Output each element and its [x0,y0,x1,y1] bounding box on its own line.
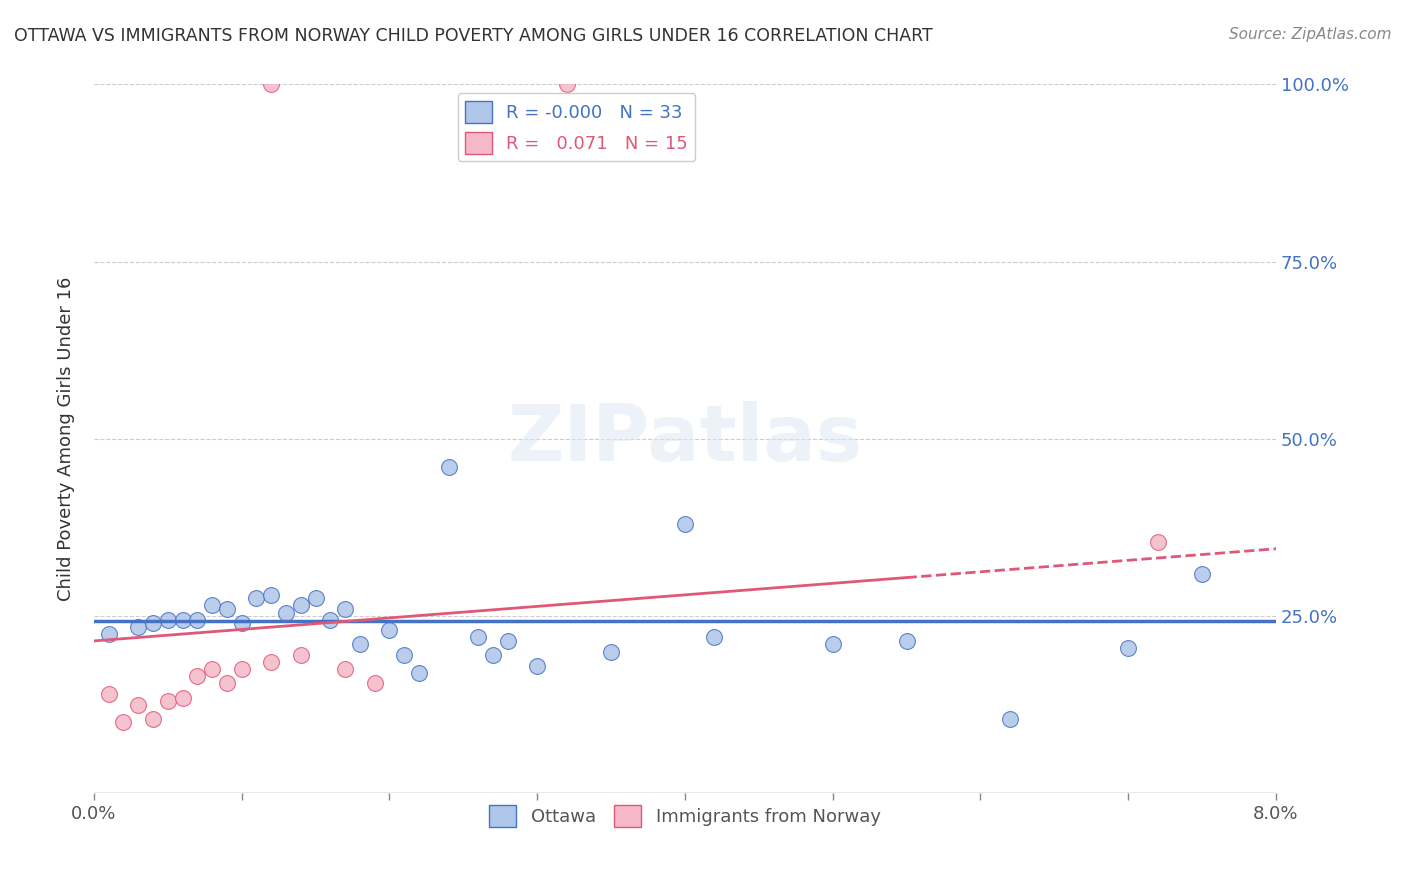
Point [333,662,356,676]
Point [290,648,312,662]
Point [186,669,208,683]
Text: ZIPatlas: ZIPatlas [508,401,862,477]
Point [333,602,356,616]
Point [363,676,385,690]
Point [156,613,179,627]
Point [673,516,696,531]
Point [349,638,371,652]
Y-axis label: Child Poverty Among Girls Under 16: Child Poverty Among Girls Under 16 [58,277,75,601]
Point [215,602,238,616]
Point [304,591,326,606]
Point [245,591,267,606]
Point [437,460,460,475]
Point [821,638,844,652]
Point [408,665,430,680]
Point [112,715,135,730]
Legend: Ottawa, Immigrants from Norway: Ottawa, Immigrants from Norway [482,797,887,834]
Point [97,687,120,701]
Point [142,712,165,726]
Point [555,78,578,92]
Point [172,690,194,705]
Point [260,78,283,92]
Point [274,606,297,620]
Point [703,631,725,645]
Point [496,634,519,648]
Point [260,655,283,669]
Point [97,627,120,641]
Point [127,620,149,634]
Point [156,694,179,708]
Point [290,599,312,613]
Point [201,662,224,676]
Point [600,644,623,658]
Point [231,662,253,676]
Point [260,588,283,602]
Point [392,648,415,662]
Text: OTTAWA VS IMMIGRANTS FROM NORWAY CHILD POVERTY AMONG GIRLS UNDER 16 CORRELATION : OTTAWA VS IMMIGRANTS FROM NORWAY CHILD P… [14,27,932,45]
Point [1116,640,1139,655]
Point [231,616,253,631]
Point [482,648,505,662]
Point [201,599,224,613]
Point [896,634,918,648]
Point [215,676,238,690]
Point [467,631,489,645]
Point [319,613,342,627]
Point [142,616,165,631]
Point [526,658,548,673]
Text: Source: ZipAtlas.com: Source: ZipAtlas.com [1229,27,1392,42]
Point [172,613,194,627]
Point [1191,566,1213,581]
Point [378,624,401,638]
Point [127,698,149,712]
Point [1146,534,1168,549]
Point [186,613,208,627]
Point [998,712,1021,726]
